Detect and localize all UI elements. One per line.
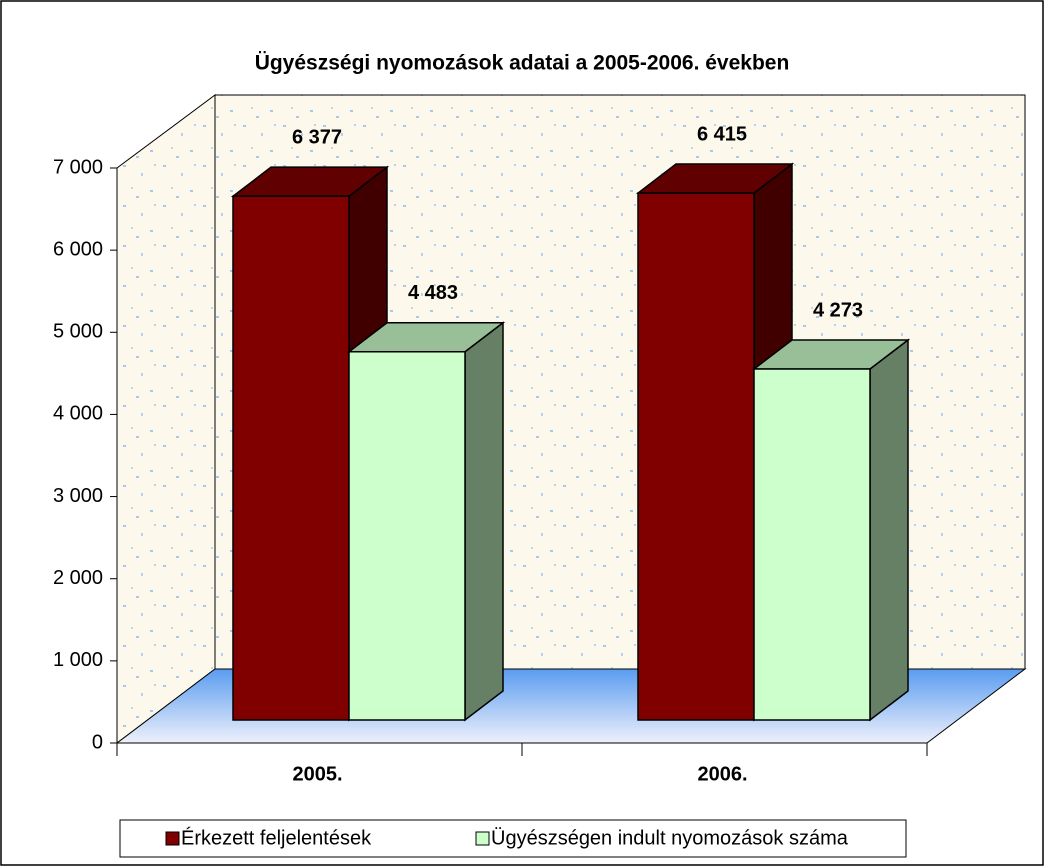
legend-swatch — [475, 831, 490, 846]
y-tick-label: 0 — [92, 731, 103, 753]
y-tick-label: 6 000 — [53, 238, 103, 260]
bar — [751, 338, 911, 722]
side-wall — [116, 94, 216, 745]
value-label: 6 415 — [697, 123, 747, 145]
chart-title: Ügyészségi nyomozások adatai a 2005-2006… — [255, 52, 790, 75]
bar-front — [348, 351, 466, 721]
y-tick-label: 4 000 — [53, 403, 103, 425]
y-tick-label: 5 000 — [53, 321, 103, 343]
y-tick-label: 3 000 — [53, 485, 103, 507]
legend-swatch — [165, 831, 180, 846]
bar — [346, 321, 506, 722]
legend-label: Ügyészségen indult nyomozások száma — [491, 827, 849, 849]
legend-box — [119, 819, 907, 858]
value-label: 6 377 — [292, 126, 342, 148]
bar-front — [637, 192, 755, 721]
y-tick-label: 2 000 — [53, 567, 103, 589]
bar-front — [753, 368, 871, 721]
bar-side — [869, 338, 909, 722]
bar-side — [464, 321, 504, 722]
y-tick-label: 7 000 — [53, 156, 103, 178]
x-tick-label: 2005. — [292, 763, 342, 785]
legend-label: Érkezett feljelentések — [181, 826, 372, 849]
y-tick-label: 1 000 — [53, 649, 103, 671]
value-label: 4 483 — [408, 282, 458, 304]
legend: Érkezett feljelentések Ügyészségen indult… — [119, 819, 907, 858]
value-label: 4 273 — [813, 299, 863, 321]
bar-front — [232, 195, 350, 721]
x-tick-label: 2006. — [697, 763, 747, 785]
